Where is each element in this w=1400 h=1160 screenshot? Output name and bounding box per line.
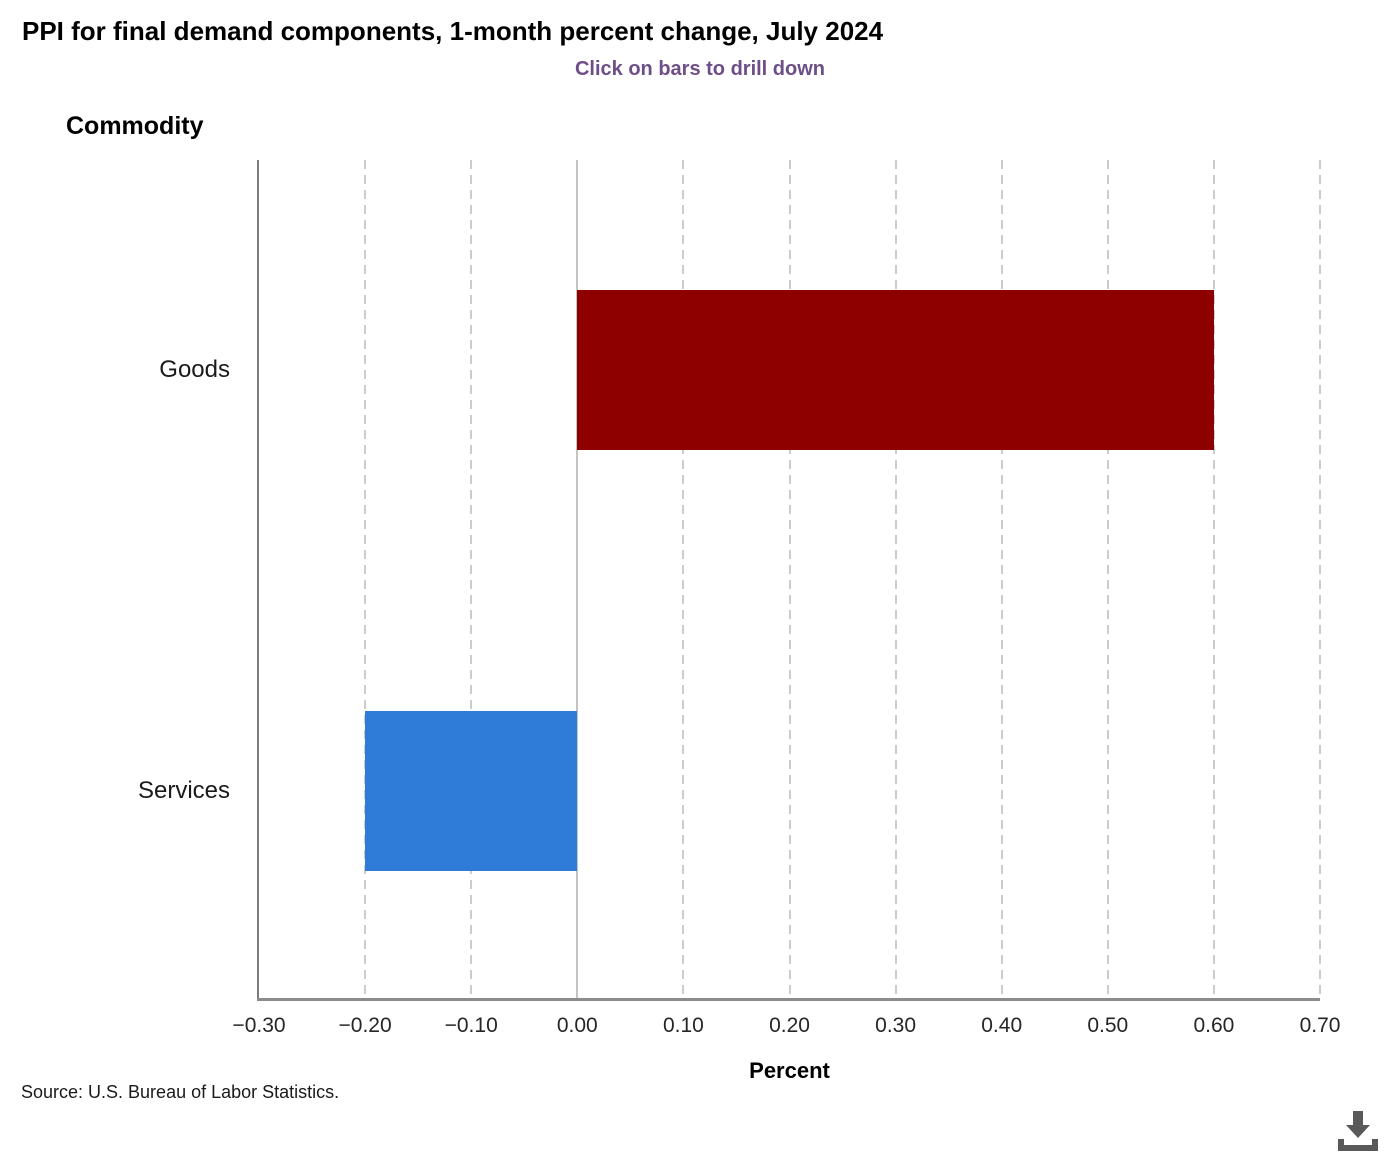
plot-area: −0.30 −0.20 −0.10 0.00 0.10 0.20 0.30 0.40 0.50 0… — [232, 160, 1340, 1037]
y-axis-title: Commodity — [66, 112, 204, 140]
zero-gridline — [576, 160, 579, 998]
gridline — [894, 160, 897, 998]
bar-services[interactable] — [365, 710, 578, 871]
y-axis-line — [257, 160, 259, 1001]
x-tick-label: 0.20 — [769, 1014, 810, 1037]
gridline — [788, 160, 791, 998]
source-note: Source: U.S. Bureau of Labor Statistics. — [21, 1082, 340, 1102]
download-icon — [1336, 1107, 1380, 1153]
x-tick-label: 0.60 — [1193, 1014, 1235, 1037]
gridline — [1212, 160, 1215, 998]
download-button[interactable] — [1334, 1106, 1382, 1154]
gridline — [364, 160, 367, 998]
x-axis-line — [257, 998, 1320, 1001]
x-tick-label: 0.50 — [1087, 1014, 1129, 1037]
gridline — [1106, 160, 1109, 998]
bar-goods[interactable] — [577, 290, 1214, 451]
gridline — [1000, 160, 1003, 998]
x-tick-label: 0.40 — [981, 1014, 1023, 1037]
x-tick-label: 0.30 — [875, 1014, 917, 1037]
chart-title: PPI for final demand components, 1-month… — [22, 16, 884, 46]
category-label-services: Services — [137, 776, 230, 804]
x-tick-label: 0.10 — [662, 1014, 704, 1037]
x-tick-label: −0.30 — [232, 1014, 286, 1037]
x-tick-label: −0.20 — [338, 1014, 392, 1037]
gridline — [682, 160, 685, 998]
x-tick-label: −0.10 — [444, 1014, 498, 1037]
x-tick-label: 0.70 — [1299, 1014, 1341, 1037]
gridline — [470, 160, 473, 998]
category-label-goods: Goods — [159, 356, 230, 384]
chart-subtitle: Click on bars to drill down — [574, 58, 826, 80]
gridline — [1319, 160, 1321, 998]
x-axis-title: Percent — [749, 1058, 830, 1083]
x-tick-label: 0.00 — [556, 1014, 598, 1037]
